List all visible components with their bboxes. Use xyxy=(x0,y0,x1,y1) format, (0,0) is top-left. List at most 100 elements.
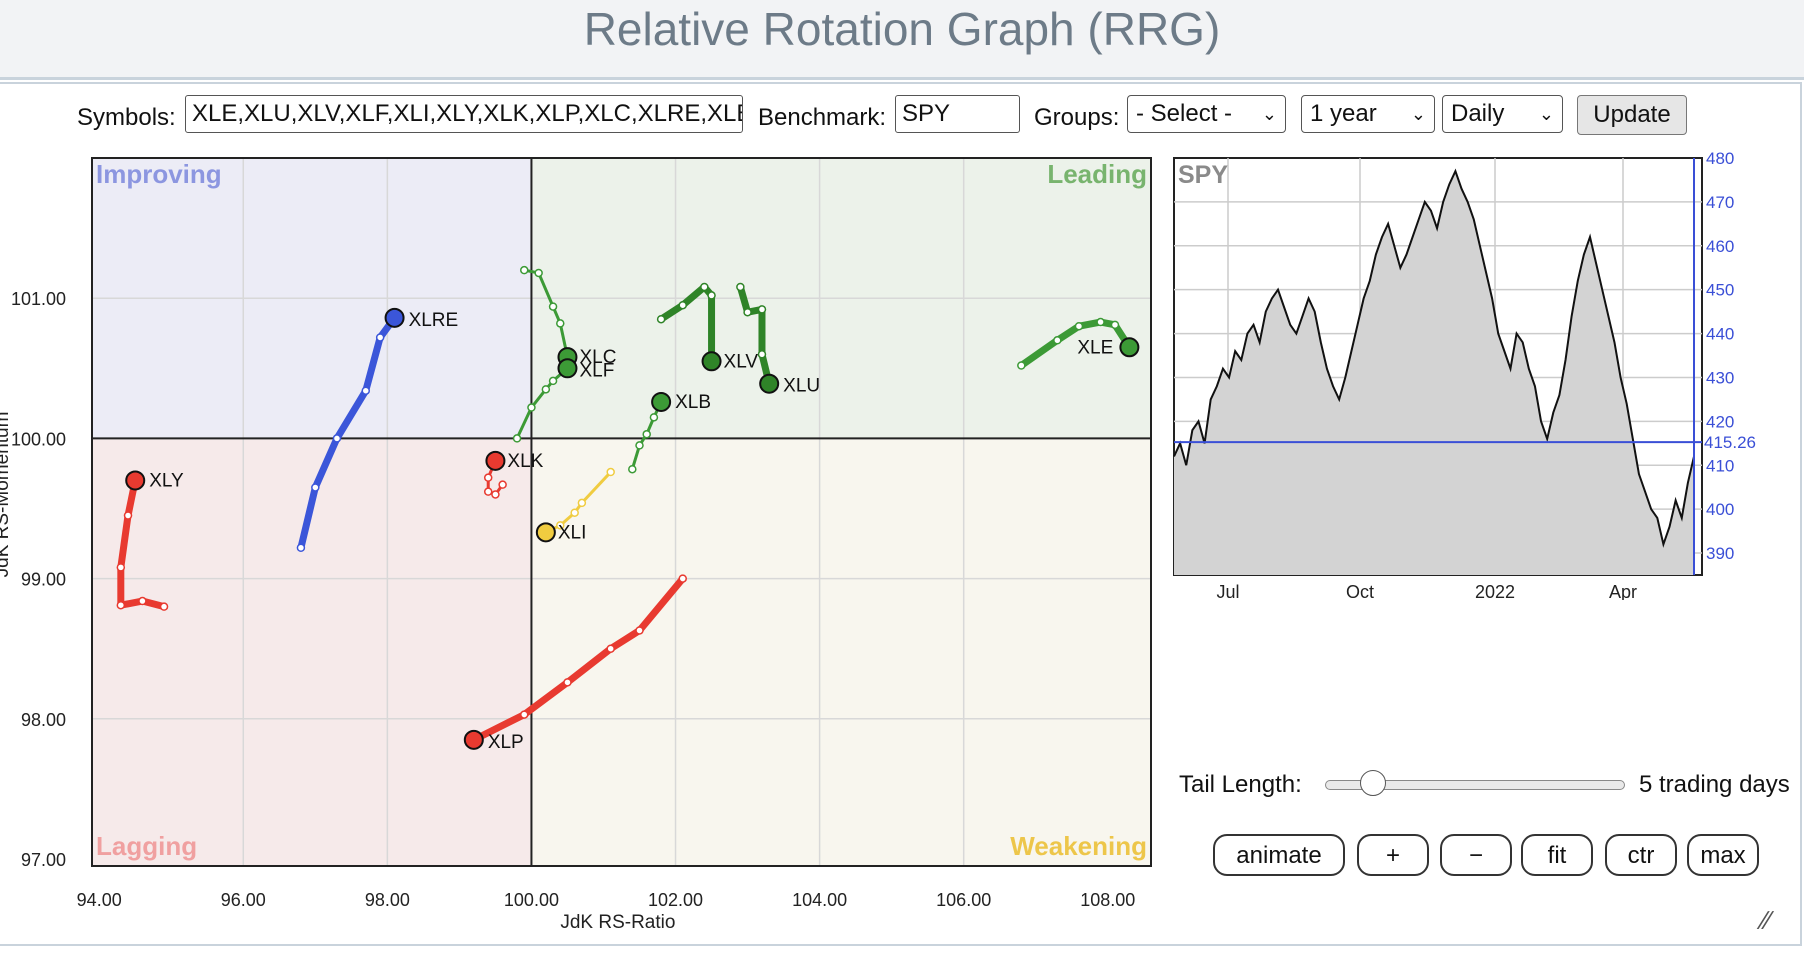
label-xlv: XLV xyxy=(724,351,759,372)
x-tick-label: 104.00 xyxy=(792,890,847,910)
spy-y-tick-label: 450 xyxy=(1706,281,1734,300)
x-tick-label: 96.00 xyxy=(221,890,266,910)
spy-y-tick-label: 390 xyxy=(1706,544,1734,563)
spy-y-tick-label: 400 xyxy=(1706,500,1734,519)
head-xly xyxy=(125,470,146,491)
tail-point-xly xyxy=(138,596,147,606)
quadrant-weakening xyxy=(531,438,1151,866)
interval-select[interactable]: Daily ⌄ xyxy=(1442,95,1563,133)
head-xli xyxy=(535,522,556,543)
x-tick-label: 106.00 xyxy=(936,890,991,910)
x-tick-label: 94.00 xyxy=(77,890,122,910)
x-tick-label: 102.00 xyxy=(648,890,703,910)
rrg-chart[interactable]: Improving Leading Weakening Lagging 94.00 96.… xyxy=(0,150,1170,940)
spy-price-chart: SPY 480 470 460 450 440 430 420 410 400 390 415.26… xyxy=(1173,150,1756,600)
spy-price-area xyxy=(1174,171,1694,575)
tail-point-xlv xyxy=(656,314,666,324)
tail-point-xlb xyxy=(642,429,651,439)
tail-point-xlv xyxy=(678,300,687,310)
tail-point-xlf xyxy=(541,385,551,394)
tail-point-xlc xyxy=(519,265,529,275)
title-bar: Relative Rotation Graph (RRG) xyxy=(0,0,1804,80)
head-xlb xyxy=(651,391,672,412)
spy-last-value-label: 415.26 xyxy=(1704,433,1756,452)
quadrant-label-leading: Leading xyxy=(1047,159,1147,189)
chevron-down-icon: ⌄ xyxy=(1538,104,1554,124)
tail-length-value: 5 trading days xyxy=(1639,771,1790,798)
tail-point-xle xyxy=(1053,336,1062,345)
tail-point-xlu xyxy=(736,282,745,292)
max-button[interactable]: max xyxy=(1687,834,1759,876)
head-xlu xyxy=(759,373,780,394)
tail-point-xly xyxy=(159,602,169,611)
head-xlv xyxy=(701,351,722,372)
groups-label: Groups: xyxy=(1034,104,1120,131)
tail-point-xlf xyxy=(548,376,558,386)
tail-point-xlc xyxy=(534,268,543,278)
tail-point-xlp xyxy=(635,626,644,635)
animate-button[interactable]: animate xyxy=(1213,834,1345,876)
symbols-label: Symbols: xyxy=(77,104,176,131)
tail-length-track[interactable] xyxy=(1325,780,1625,790)
benchmark-input[interactable]: SPY xyxy=(895,95,1020,133)
fit-button[interactable]: fit xyxy=(1521,834,1593,876)
tail-point-xlre xyxy=(361,386,371,395)
tail-point-xlre xyxy=(375,333,385,342)
benchmark-label: Benchmark: xyxy=(758,104,887,131)
label-xlre: XLRE xyxy=(409,310,459,331)
tail-point-xlp xyxy=(606,644,615,653)
tail-point-xlf xyxy=(512,434,522,443)
zoom-out-button[interactable]: − xyxy=(1440,834,1512,876)
tail-point-xlk xyxy=(498,480,507,489)
tail-point-xly xyxy=(116,600,126,610)
tail-point-xlk xyxy=(483,487,493,496)
head-xle xyxy=(1119,337,1140,358)
zoom-in-button[interactable]: + xyxy=(1357,834,1429,876)
groups-select[interactable]: - Select - ⌄ xyxy=(1127,95,1286,133)
spy-y-tick-label: 470 xyxy=(1706,193,1734,212)
tail-point-xlk xyxy=(483,473,493,482)
interval-select-value: Daily xyxy=(1451,100,1505,127)
tail-point-xli xyxy=(570,508,579,517)
tail-point-xli xyxy=(577,498,587,508)
tail-xle xyxy=(1017,318,1133,369)
tail-point-xle xyxy=(1110,320,1120,330)
spy-y-tick-label: 440 xyxy=(1706,325,1734,344)
spy-y-tick-label: 410 xyxy=(1706,456,1734,475)
spy-x-tick-label: Oct xyxy=(1346,582,1374,600)
y-tick-label: 100.00 xyxy=(11,429,66,449)
label-xle: XLE xyxy=(1077,337,1113,358)
spy-price-line xyxy=(1173,168,1695,548)
tail-point-xlv xyxy=(700,282,709,292)
label-xlf: XLF xyxy=(579,360,614,381)
center-button[interactable]: ctr xyxy=(1605,834,1677,876)
plot-border xyxy=(91,157,1152,867)
update-button[interactable]: Update xyxy=(1577,95,1687,135)
y-tick-label: 101.00 xyxy=(11,289,66,309)
resize-grip-icon[interactable]: ∕∕ xyxy=(1762,905,1771,935)
tail-point-xlu xyxy=(743,307,752,317)
spy-y-tick-label: 460 xyxy=(1706,237,1734,256)
y-tick-label: 97.00 xyxy=(21,850,66,870)
page-title: Relative Rotation Graph (RRG) xyxy=(583,3,1221,55)
tail-point-xlb xyxy=(628,464,637,474)
spy-y-tick-label: 430 xyxy=(1706,368,1734,387)
label-xly: XLY xyxy=(149,470,184,491)
tail-point-xlv xyxy=(707,291,716,300)
tail-length-slider-thumb[interactable] xyxy=(1360,770,1386,796)
tail-point-xlu xyxy=(757,305,767,314)
tail-point-xlc xyxy=(556,319,565,328)
tail-point-xlp xyxy=(563,678,572,687)
period-select[interactable]: 1 year ⌄ xyxy=(1301,95,1435,133)
symbols-input[interactable]: XLE,XLU,XLV,XLF,XLI,XLY,XLK,XLP,XLC,XLRE… xyxy=(185,95,743,133)
tail-point-xly xyxy=(123,511,133,520)
x-axis-title: JdK RS-Ratio xyxy=(560,912,675,933)
spy-x-tick-label: Apr xyxy=(1609,582,1637,600)
spy-x-tick-label: 2022 xyxy=(1475,582,1515,600)
label-xlc: XLC xyxy=(579,347,616,368)
tail-point-xle xyxy=(1017,361,1026,370)
x-tick-label: 108.00 xyxy=(1080,890,1135,910)
tail-point-xlb xyxy=(635,441,644,450)
tail-point-xlp xyxy=(519,710,529,719)
label-xlp: XLP xyxy=(488,732,524,753)
